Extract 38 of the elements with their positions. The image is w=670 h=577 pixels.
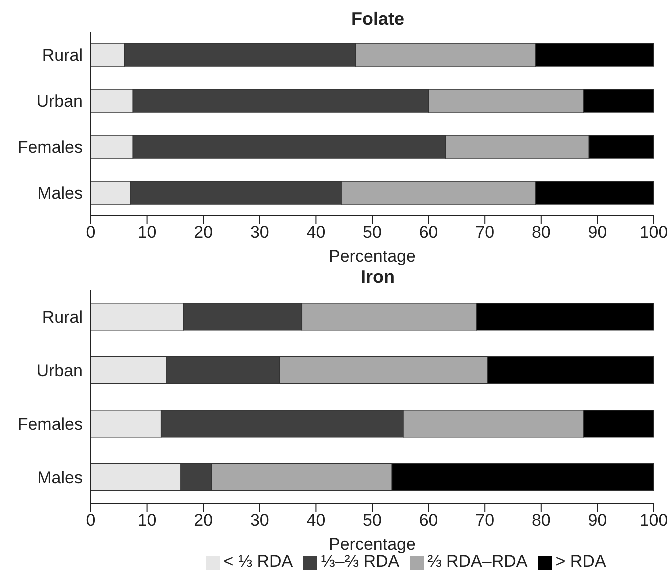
y-tick-label: Females xyxy=(18,138,83,158)
x-tick-label: 0 xyxy=(86,223,96,242)
x-tick-label: 90 xyxy=(588,511,608,530)
y-tick-label: Rural xyxy=(42,308,83,327)
x-tick-label: 50 xyxy=(363,511,382,530)
y-tick-label: Males xyxy=(38,184,83,204)
x-tick-label: 70 xyxy=(476,223,495,242)
y-tick-label: Females xyxy=(18,414,83,434)
x-axis-title: Percentage xyxy=(329,247,416,266)
legend-label: > RDA xyxy=(556,552,606,571)
x-tick-label: 40 xyxy=(306,223,326,242)
legend-label: < ⅓ RDA xyxy=(224,552,294,571)
x-tick-label: 60 xyxy=(419,223,438,242)
y-tick-label: Urban xyxy=(36,361,83,380)
x-tick-label: 70 xyxy=(476,511,495,530)
x-tick-label: 50 xyxy=(363,223,382,242)
x-tick-label: 20 xyxy=(194,511,214,530)
x-tick-label: 60 xyxy=(419,511,438,530)
x-tick-label: 10 xyxy=(138,511,157,530)
x-tick-label: 90 xyxy=(588,223,608,242)
x-tick-label: 40 xyxy=(306,511,326,530)
y-tick-label: Rural xyxy=(42,46,83,66)
x-tick-label: 0 xyxy=(86,511,96,530)
chart-title: Folate xyxy=(350,8,406,30)
y-tick-label: Males xyxy=(38,468,83,488)
x-tick-label: 80 xyxy=(532,511,551,530)
y-tick-label: Urban xyxy=(36,92,83,112)
legend-label: ⅓–⅔ RDA xyxy=(321,552,400,571)
x-tick-label: 10 xyxy=(138,223,157,242)
x-tick-label: 100 xyxy=(640,511,668,530)
x-axis-title: Percentage xyxy=(329,535,416,554)
chart-title: Iron xyxy=(360,266,396,288)
x-tick-label: 20 xyxy=(194,223,214,242)
legend-label: ⅔ RDA–RDA xyxy=(428,552,528,571)
x-tick-label: 100 xyxy=(640,223,668,242)
x-tick-label: 30 xyxy=(250,223,270,242)
x-tick-label: 30 xyxy=(250,511,270,530)
x-tick-label: 80 xyxy=(532,223,551,242)
